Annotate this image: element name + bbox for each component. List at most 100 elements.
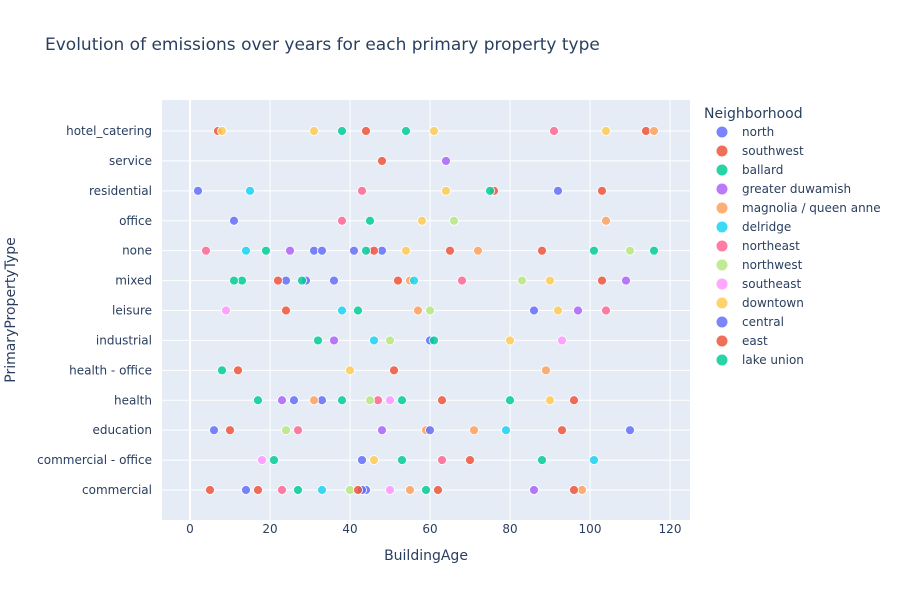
x-tick-label: 120 xyxy=(659,522,682,536)
legend-label: magnolia / queen anne xyxy=(742,201,881,215)
data-point xyxy=(537,245,547,256)
data-point xyxy=(221,305,231,316)
data-point xyxy=(209,425,219,436)
x-tick-label: 20 xyxy=(262,522,277,536)
data-point xyxy=(501,425,511,436)
legend-label: lake union xyxy=(742,353,804,367)
data-point xyxy=(457,275,467,286)
y-tick-label: health xyxy=(114,393,152,407)
y-tick-label: mixed xyxy=(115,274,152,288)
x-tick-label: 80 xyxy=(502,522,517,536)
data-point xyxy=(205,485,215,495)
data-point xyxy=(225,425,235,436)
data-point xyxy=(553,305,563,316)
legend-label: ballard xyxy=(742,163,783,177)
data-point xyxy=(413,305,423,316)
data-point xyxy=(329,275,339,286)
data-point xyxy=(281,305,291,316)
data-point xyxy=(261,245,271,256)
data-point xyxy=(589,245,599,256)
data-point xyxy=(529,485,539,495)
data-point xyxy=(317,245,327,256)
legend-label: greater duwamish xyxy=(742,182,851,196)
data-point xyxy=(309,395,319,406)
data-point xyxy=(557,335,567,346)
data-point xyxy=(397,395,407,406)
legend-marker xyxy=(716,240,728,252)
data-point xyxy=(337,395,347,406)
data-point xyxy=(429,126,439,136)
legend-marker xyxy=(716,316,728,328)
data-point xyxy=(193,185,203,196)
data-point xyxy=(217,126,227,136)
data-point xyxy=(445,245,455,256)
data-point xyxy=(245,185,255,196)
legend[interactable]: north southwest ballard greater duwamish mag… xyxy=(716,125,881,367)
data-point xyxy=(425,305,435,316)
data-point xyxy=(345,365,355,376)
data-point xyxy=(293,425,303,436)
y-tick-label: hotel_catering xyxy=(66,124,152,138)
data-point xyxy=(357,185,367,196)
data-point xyxy=(229,275,239,286)
data-point xyxy=(385,485,395,495)
y-tick-label: leisure xyxy=(112,304,152,318)
data-point xyxy=(549,126,559,136)
data-point xyxy=(573,305,583,316)
legend-marker xyxy=(716,183,728,195)
data-point xyxy=(601,305,611,316)
data-point xyxy=(409,275,419,286)
data-point xyxy=(397,455,407,465)
legend-label: north xyxy=(742,125,774,139)
data-point xyxy=(569,485,579,495)
data-point xyxy=(361,245,371,256)
data-point xyxy=(257,455,267,465)
x-ticks: 0 20 40 60 80 100 120 xyxy=(186,522,681,536)
data-point xyxy=(273,275,283,286)
y-tick-label: education xyxy=(92,423,152,437)
data-point xyxy=(401,245,411,256)
data-point xyxy=(429,335,439,346)
legend-label: delridge xyxy=(742,220,791,234)
data-point xyxy=(385,335,395,346)
x-tick-label: 100 xyxy=(579,522,602,536)
legend-label: northwest xyxy=(742,258,803,272)
data-point xyxy=(337,215,347,226)
data-point xyxy=(289,395,299,406)
data-point xyxy=(505,395,515,406)
x-tick-label: 0 xyxy=(186,522,194,536)
y-tick-label: service xyxy=(109,154,152,168)
data-point xyxy=(441,156,451,166)
data-point xyxy=(553,185,563,196)
data-point xyxy=(417,215,427,226)
data-point xyxy=(293,485,303,495)
data-point xyxy=(625,245,635,256)
data-point xyxy=(597,185,607,196)
data-point xyxy=(425,425,435,436)
data-point xyxy=(465,455,475,465)
data-point xyxy=(545,275,555,286)
data-point xyxy=(241,245,251,256)
data-point xyxy=(337,305,347,316)
data-point xyxy=(569,395,579,406)
data-point xyxy=(621,275,631,286)
legend-marker xyxy=(716,354,728,366)
data-point xyxy=(541,365,551,376)
data-point xyxy=(281,425,291,436)
data-point xyxy=(469,425,479,436)
y-tick-label: residential xyxy=(89,184,152,198)
y-axis-title: PrimaryPropertyType xyxy=(3,237,19,383)
legend-marker xyxy=(716,164,728,176)
data-point xyxy=(217,365,227,376)
data-point xyxy=(505,335,515,346)
legend-label: northeast xyxy=(742,239,800,253)
data-point xyxy=(277,485,287,495)
data-point xyxy=(529,305,539,316)
data-point xyxy=(601,215,611,226)
legend-label: east xyxy=(742,334,768,348)
data-point xyxy=(473,245,483,256)
chart-title: Evolution of emissions over years for ea… xyxy=(45,35,600,55)
data-point xyxy=(313,335,323,346)
y-ticks: commercial commercial - office education he… xyxy=(37,124,152,497)
data-point xyxy=(277,395,287,406)
